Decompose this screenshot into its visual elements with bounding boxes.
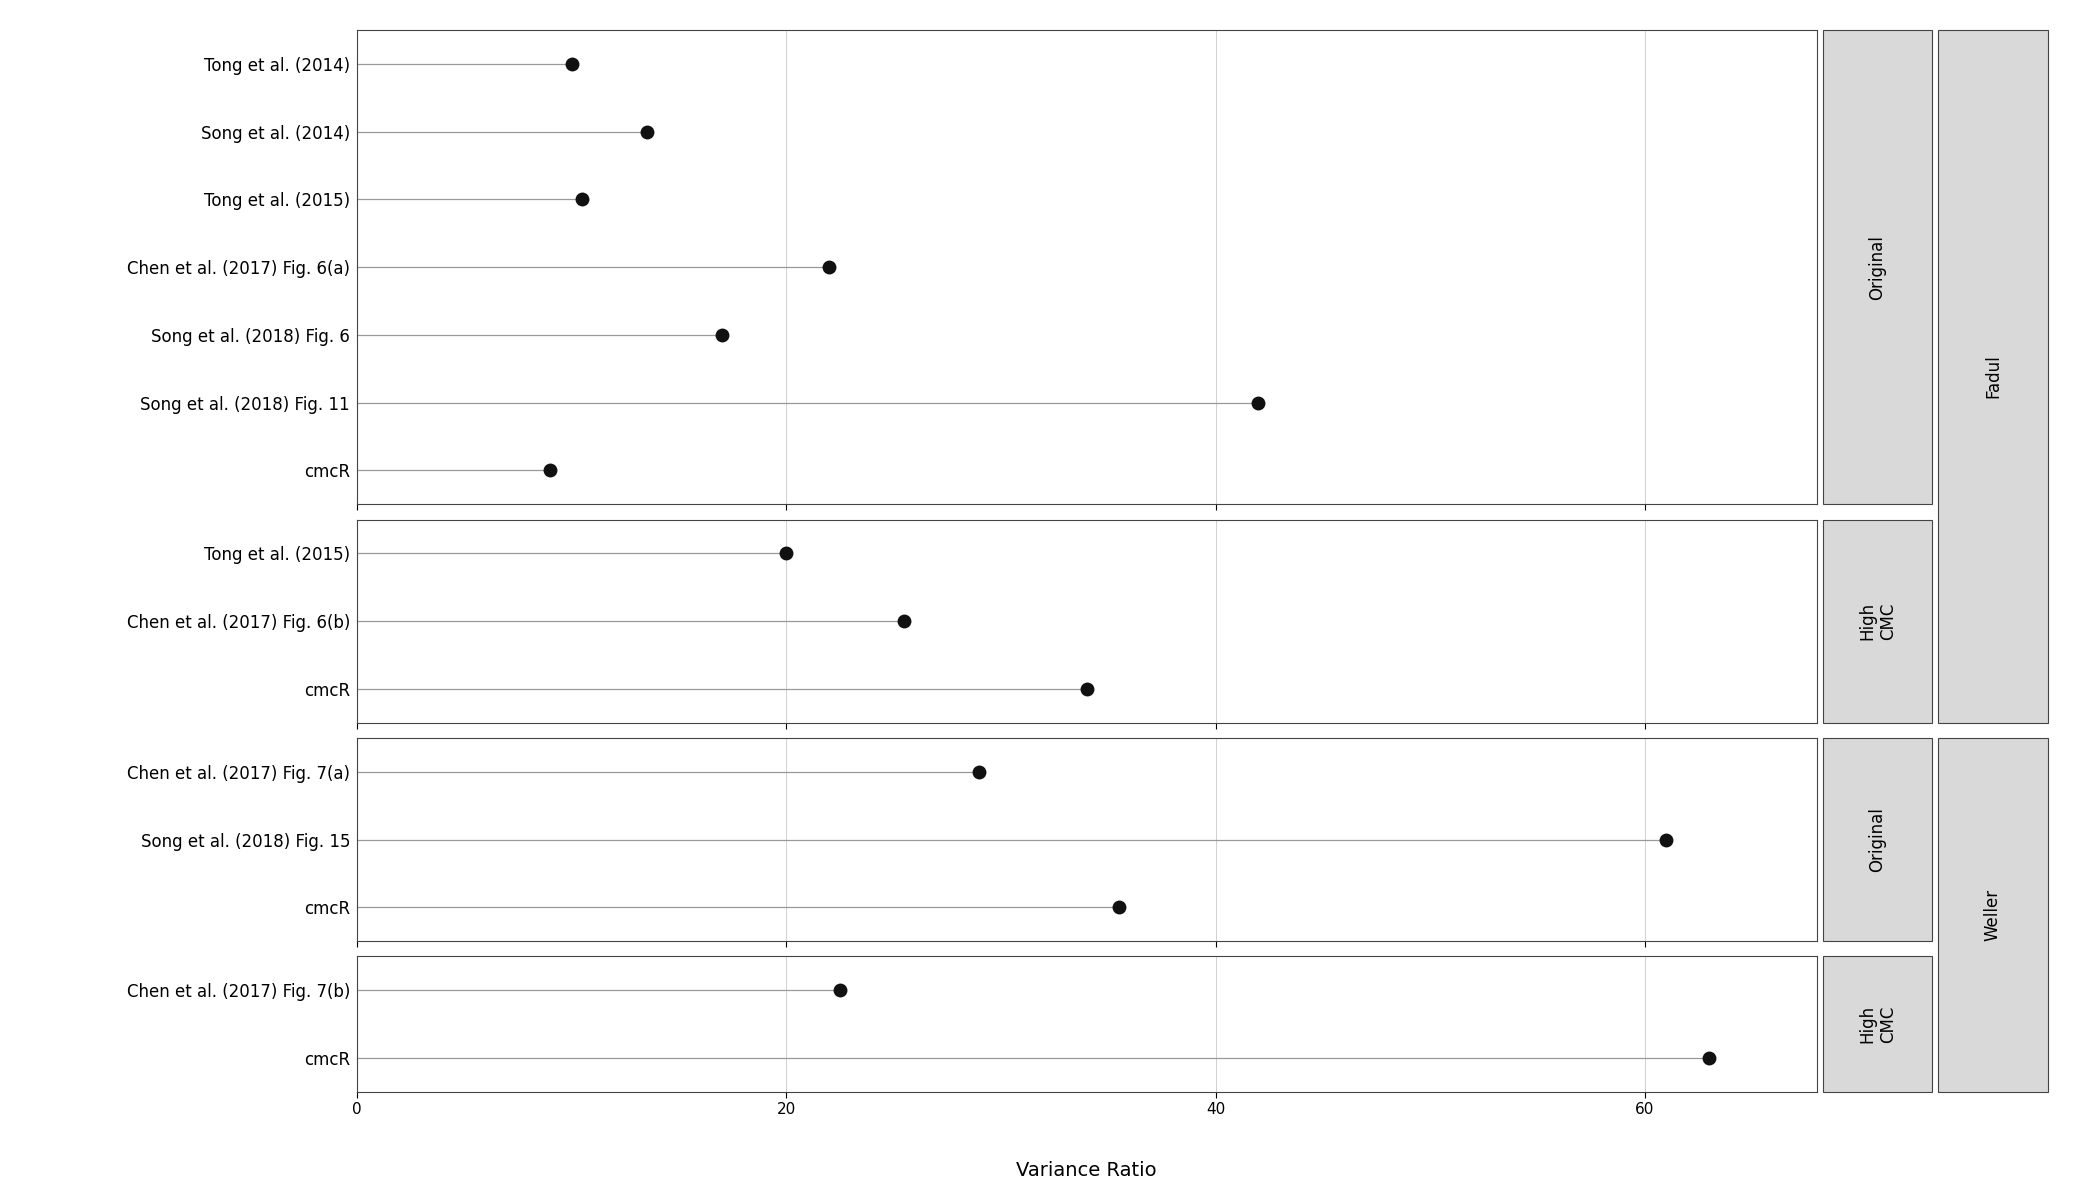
Point xyxy=(554,54,588,73)
Text: High
CMC: High CMC xyxy=(1858,1006,1896,1043)
Point xyxy=(1693,1049,1726,1068)
Point xyxy=(1102,898,1136,917)
Point xyxy=(533,461,567,480)
Point xyxy=(823,980,857,1000)
Text: Variance Ratio: Variance Ratio xyxy=(1016,1160,1157,1180)
Text: Original: Original xyxy=(1869,808,1886,872)
Point xyxy=(565,190,598,209)
Point xyxy=(962,762,995,781)
Point xyxy=(769,544,802,563)
Text: Original: Original xyxy=(1869,235,1886,300)
Text: Fadul: Fadul xyxy=(1984,354,2001,398)
Text: High
CMC: High CMC xyxy=(1858,602,1896,640)
Point xyxy=(813,258,846,277)
Point xyxy=(706,325,739,344)
Text: Weller: Weller xyxy=(1984,889,2001,941)
Point xyxy=(1241,394,1275,413)
Point xyxy=(1648,830,1682,850)
Point xyxy=(1069,679,1105,698)
Point xyxy=(630,122,664,142)
Point xyxy=(888,612,922,631)
